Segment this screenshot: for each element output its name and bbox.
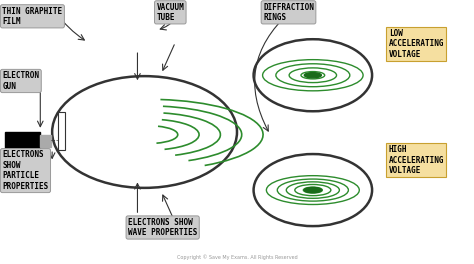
Text: Copyright © Save My Exams. All Rights Reserved: Copyright © Save My Exams. All Rights Re…	[177, 254, 297, 260]
Text: HIGH
ACCELERATING
VOLTAGE: HIGH ACCELERATING VOLTAGE	[389, 145, 444, 175]
Ellipse shape	[304, 73, 321, 78]
Bar	[58, 112, 65, 150]
Text: ELECTRONS SHOW
WAVE PROPERTIES: ELECTRONS SHOW WAVE PROPERTIES	[128, 218, 197, 237]
Text: VACUUM
TUBE: VACUUM TUBE	[156, 3, 184, 22]
Bar	[40, 135, 51, 147]
Text: LOW
ACCELERATING
VOLTAGE: LOW ACCELERATING VOLTAGE	[389, 29, 444, 59]
Text: ELECTRONS
SHOW
PARTICLE
PROPERTIES: ELECTRONS SHOW PARTICLE PROPERTIES	[2, 150, 49, 191]
Bar	[5, 132, 40, 149]
Text: THIN GRAPHITE
FILM: THIN GRAPHITE FILM	[2, 7, 63, 26]
Text: DIFFRACTION
RINGS: DIFFRACTION RINGS	[263, 3, 314, 22]
Ellipse shape	[304, 187, 321, 193]
Text: ELECTRON
GUN: ELECTRON GUN	[2, 71, 39, 91]
